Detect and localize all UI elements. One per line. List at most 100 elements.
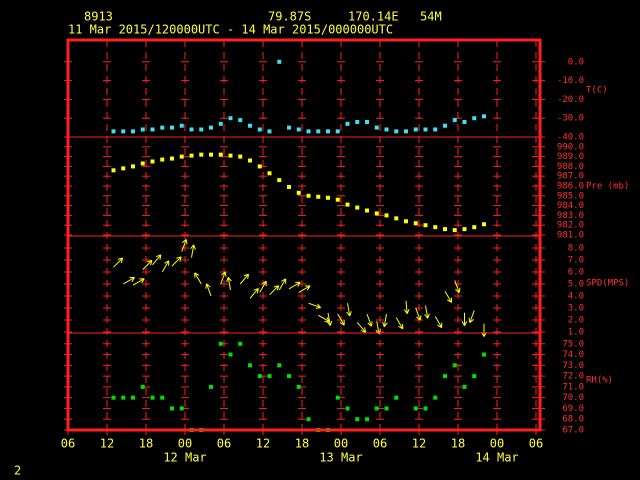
y-tick-label: -10.0 [557, 76, 584, 86]
y-tick-label: 2.0 [568, 316, 584, 326]
data-point [248, 363, 252, 368]
wind-arrow [346, 303, 352, 317]
data-point [365, 417, 369, 422]
data-point [287, 125, 291, 130]
y-tick-label: 0.0 [568, 57, 584, 67]
data-point [316, 129, 321, 134]
x-tick-label: 12 [100, 437, 114, 451]
page-number: 2 [14, 464, 21, 478]
wind-arrow [298, 285, 311, 293]
data-point [355, 119, 360, 124]
y-tick-label: 3.0 [568, 304, 584, 314]
data-point [111, 168, 116, 173]
data-point [228, 352, 233, 357]
x-tick-label: 12 [256, 437, 270, 451]
panel-label: T(C) [586, 86, 608, 96]
data-point [326, 195, 330, 200]
y-tick-label: 1.0 [568, 328, 584, 338]
x-tick-label: 12 [412, 437, 426, 451]
data-point [238, 341, 243, 346]
x-tick-label: 06 [61, 437, 75, 451]
data-point [423, 223, 428, 228]
data-point [150, 395, 155, 400]
data-point [287, 184, 291, 189]
wind-arrow [259, 280, 267, 293]
data-point [404, 129, 408, 134]
data-point [189, 153, 194, 158]
wind-arrow [382, 313, 388, 328]
data-point [335, 395, 340, 400]
y-tick-label: 5.0 [568, 280, 584, 290]
y-tick-label: 6.0 [568, 268, 584, 278]
wind-arrow [190, 244, 196, 258]
data-point [482, 222, 486, 227]
x-tick-label: 18 [139, 437, 153, 451]
data-point [170, 156, 174, 161]
data-point [413, 221, 418, 226]
data-point [384, 213, 389, 218]
plot: 06 12 18 00 06 12 18 00 06 12 18 00 06 12 Mar 13 Mar 14… [61, 38, 629, 465]
data-point [433, 395, 438, 400]
date-label: 13 Mar [319, 451, 362, 465]
wind-arrow [444, 290, 452, 303]
data-point [345, 202, 350, 207]
data-point [462, 119, 467, 124]
data-point [374, 406, 379, 411]
data-point [238, 154, 243, 159]
y-tick-label: 990.0 [557, 142, 584, 152]
data-point [462, 384, 467, 389]
data-point [374, 211, 379, 216]
wind-arrow [239, 273, 250, 285]
data-point [248, 123, 252, 128]
x-tick-label: 06 [529, 437, 543, 451]
wind-arrow [220, 271, 227, 285]
data-point [384, 127, 389, 132]
data-point [306, 129, 311, 134]
data-point [199, 127, 204, 132]
data-point [121, 395, 126, 400]
data-point [374, 125, 379, 130]
x-tick-label: 00 [490, 437, 504, 451]
y-tick-label: -20.0 [557, 95, 584, 105]
wind-arrow [403, 300, 410, 315]
y-tick-label: 984.0 [557, 201, 584, 211]
data-point [452, 118, 457, 123]
wind-arrow [269, 285, 280, 296]
wind-arrow [415, 307, 422, 321]
data-point [179, 406, 184, 411]
y-tick-label: 985.0 [557, 191, 584, 201]
data-point [277, 363, 282, 368]
data-point [277, 178, 282, 183]
wind-arrow [366, 313, 373, 327]
data-point [443, 374, 447, 379]
data-point [296, 384, 301, 389]
data-point [394, 395, 399, 400]
data-point [140, 384, 145, 389]
data-point [160, 395, 165, 400]
data-point [433, 127, 438, 132]
data-point [296, 127, 301, 132]
data-point [335, 197, 340, 202]
y-tick-label: 981.0 [557, 231, 584, 241]
period: 11 Mar 2015/120000UTC - 14 Mar 2015/0000… [68, 23, 393, 37]
wind-arrow [132, 278, 145, 286]
data-point [189, 127, 194, 132]
data-point [228, 116, 233, 121]
data-point [267, 374, 272, 379]
data-point [131, 129, 135, 134]
wind-arrow [454, 280, 461, 293]
y-tick-label: 73.0 [562, 361, 584, 371]
data-point [140, 127, 145, 132]
y-tick-label: 67.0 [562, 426, 584, 436]
y-tick-label: 68.0 [562, 415, 584, 425]
y-tick-label: 8.0 [568, 244, 584, 254]
date-label: 14 Mar [475, 451, 518, 465]
data-point [423, 406, 428, 411]
wind-arrow [142, 259, 153, 270]
data-point [257, 374, 262, 379]
data-point [394, 129, 399, 134]
data-point [111, 129, 116, 134]
y-tick-label: 72.0 [562, 372, 584, 382]
data-point [345, 406, 350, 411]
